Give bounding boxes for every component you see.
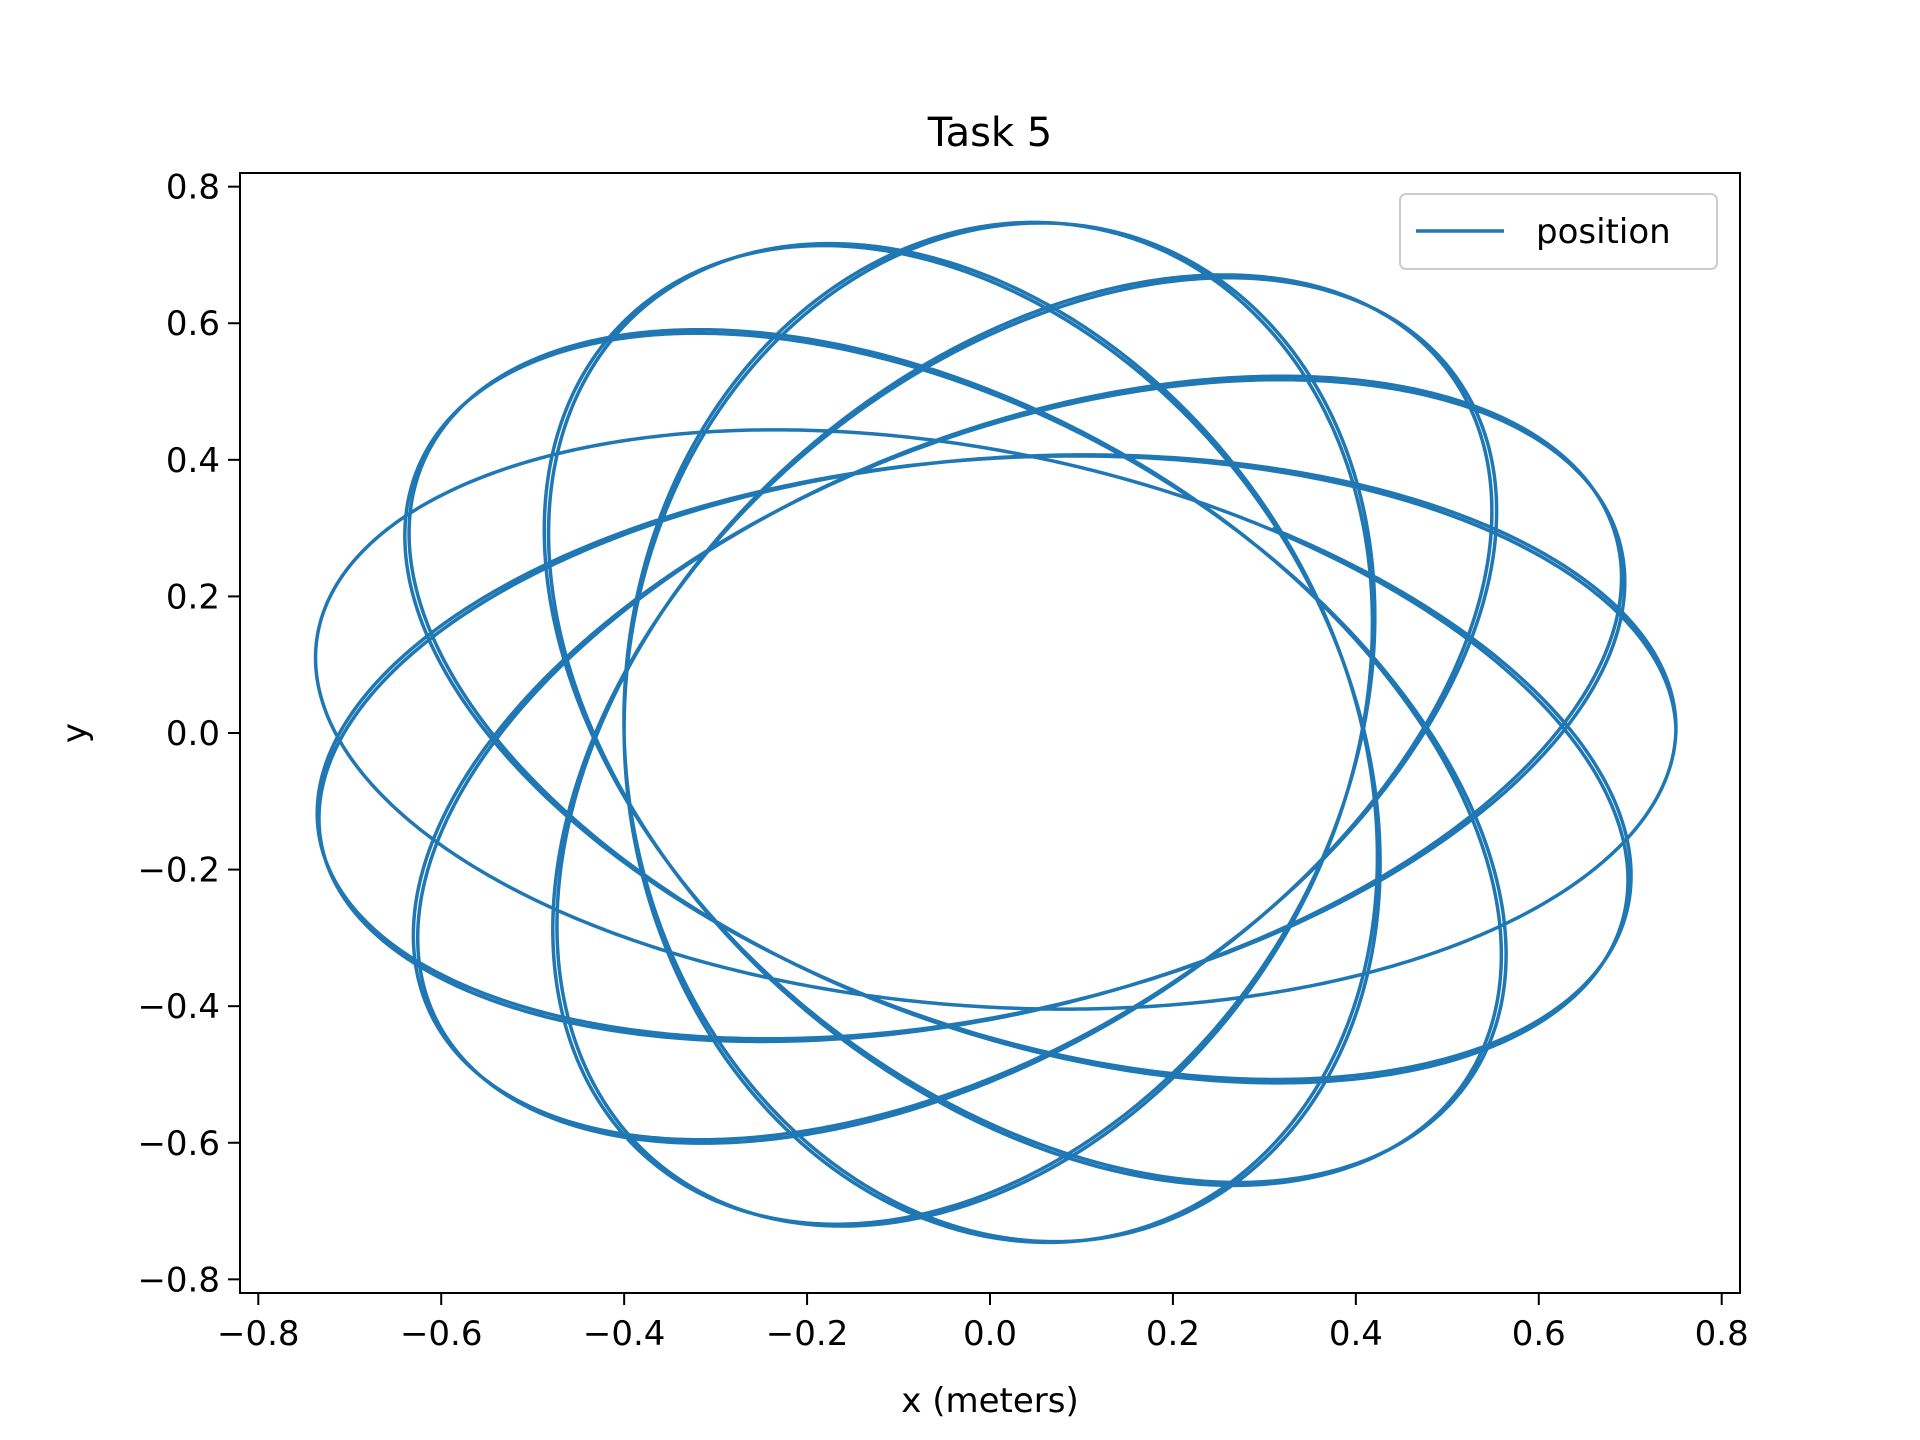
x-axis-label: x (meters) — [901, 1381, 1078, 1421]
x-tick-label: −0.6 — [400, 1314, 483, 1354]
y-tick-label: 0.0 — [166, 714, 220, 754]
x-tick-label: −0.2 — [766, 1314, 849, 1354]
x-tick-label: 0.0 — [963, 1314, 1017, 1354]
x-tick-label: 0.8 — [1695, 1314, 1749, 1354]
y-tick-label: 0.6 — [166, 304, 220, 344]
axes-frame — [239, 172, 1741, 1294]
y-tick-label: −0.6 — [137, 1124, 220, 1164]
x-tick-label: 0.4 — [1329, 1314, 1383, 1354]
y-tick-label: 0.8 — [166, 168, 220, 208]
x-tick-label: 0.6 — [1512, 1314, 1566, 1354]
y-tick-label: −0.2 — [137, 851, 220, 891]
plot-area — [313, 220, 1678, 1245]
y-axis: −0.8 −0.6 −0.4 −0.2 0.0 0.2 0.4 0.6 0.8 — [137, 168, 240, 1300]
legend-label: position — [1536, 212, 1671, 252]
x-tick-label: −0.8 — [217, 1314, 300, 1354]
y-tick-label: −0.8 — [137, 1260, 220, 1300]
y-tick-label: 0.2 — [166, 577, 220, 617]
chart-title: Task 5 — [927, 110, 1053, 156]
y-tick-label: −0.4 — [137, 987, 220, 1027]
y-axis-label: y — [55, 723, 95, 743]
y-tick-label: 0.4 — [166, 441, 220, 481]
series-line-position — [313, 220, 1678, 1245]
legend-frame — [1399, 193, 1718, 270]
x-tick-label: 0.2 — [1146, 1314, 1200, 1354]
x-tick-label: −0.4 — [583, 1314, 666, 1354]
legend: position — [1399, 193, 1718, 270]
x-axis: −0.8 −0.6 −0.4 −0.2 0.0 0.2 0.4 0.6 0.8 — [217, 1293, 1749, 1354]
